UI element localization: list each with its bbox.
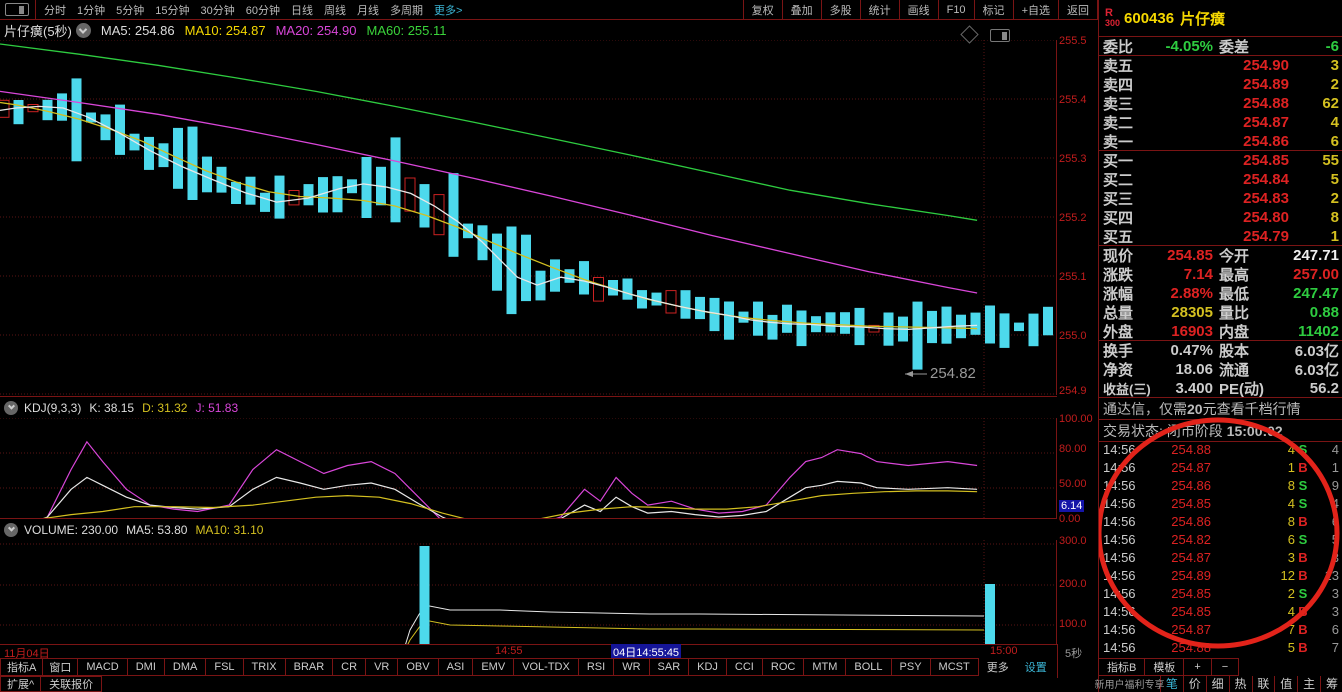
svg-text:254.82: 254.82 bbox=[930, 365, 976, 382]
